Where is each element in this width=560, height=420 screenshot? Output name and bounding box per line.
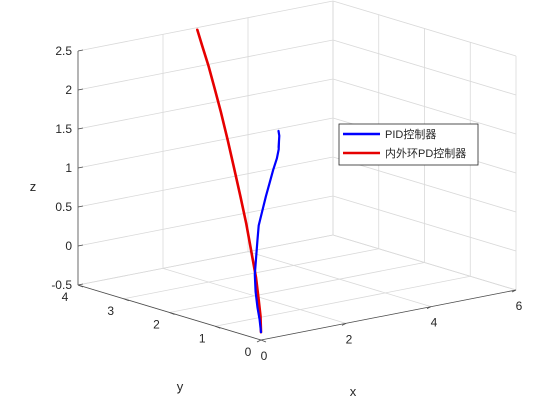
z-tick-mark [77,166,84,169]
y-tick-mark [123,298,129,302]
back-wall-grid-z [77,195,334,247]
legend: PID控制器 内外环PD控制器 [338,123,479,166]
side-wall-grid-z [332,78,517,135]
y-tick-mark [215,325,221,329]
side-wall-grid-z [332,234,517,291]
x-tick-label: 4 [431,316,438,330]
axes-box [77,49,517,343]
y-tick-label: 2 [153,318,160,332]
z-tick-label: 1.5 [55,122,72,136]
back-wall-grid-z [77,156,334,208]
z-axis-label: z [30,179,37,194]
z-tick-label: 1 [65,161,72,175]
y-tick-label: 3 [107,304,114,318]
y-tick-label: 0 [245,345,252,359]
back-wall-grid-z [77,234,334,286]
legend-label-pid: PID控制器 [385,127,436,141]
x-axis-label: x [350,384,357,399]
x-tick-label: 0 [261,349,268,363]
side-wall-grid-z [332,39,517,96]
legend-box [338,123,479,166]
y-tick-label: 4 [62,290,69,304]
side-wall-grid-z [332,156,517,213]
back-wall-grid-z [77,0,334,52]
grid-lines [77,0,517,341]
data-series [196,28,281,334]
x-tick-mark [256,339,262,343]
z-tick-label: 0.5 [55,200,72,214]
z-tick-label: 2.5 [55,44,72,58]
series-line-pid [253,129,281,334]
back-wall-grid-z [77,78,334,130]
side-wall-grid-z [332,195,517,252]
z-tick-label: 2 [65,83,72,97]
floor-grid-y [169,262,425,313]
x-tick-label: 6 [516,299,523,313]
back-wall-grid-z [77,117,334,169]
y-tick-mark [169,312,175,315]
z-tick-mark [77,283,84,286]
legend-label-pd: 内外环PD控制器 [385,146,466,160]
floor-grid-y [123,248,379,300]
x-tick-mark [511,289,517,293]
x-tick-mark [426,306,432,310]
y-tick-mark [77,284,84,288]
z-tick-label: 0 [65,239,72,253]
x-tick-mark [341,322,347,326]
series-line-pd [196,28,263,334]
z-tick-mark [77,244,84,247]
y-tick-mark [260,339,267,343]
z-tick-mark [77,205,84,208]
x-tick-label: 2 [346,332,353,346]
back-wall-grid-z [77,39,334,91]
z-tick-mark [77,49,84,52]
floor-grid-y [215,275,471,327]
side-wall-grid-z [332,0,517,57]
z-tick-mark [77,88,84,91]
x-axis-line [260,289,517,341]
z-tick-label: -0.5 [51,278,72,292]
z-tick-mark [77,127,84,130]
y-tick-label: 1 [199,331,206,345]
y-axis-label: y [177,379,184,394]
